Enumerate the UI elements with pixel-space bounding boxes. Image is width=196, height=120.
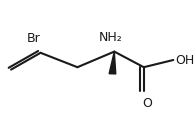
Text: Br: Br — [26, 32, 40, 45]
Text: O: O — [142, 97, 152, 110]
Text: OH: OH — [175, 54, 194, 66]
Text: NH₂: NH₂ — [99, 31, 122, 44]
Polygon shape — [109, 52, 116, 74]
